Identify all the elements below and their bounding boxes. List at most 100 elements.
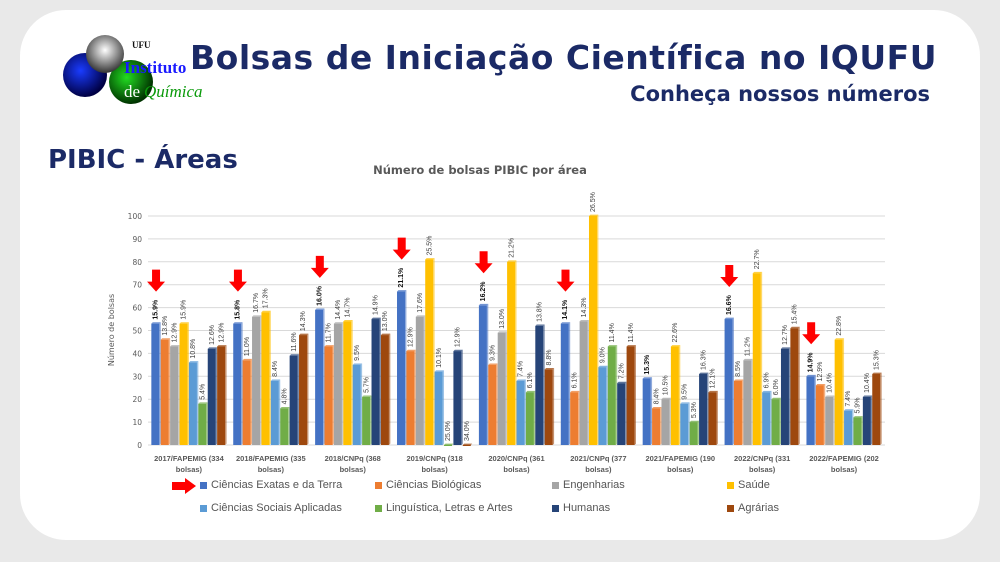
category-label: 2017/FAPEMIG (334 — [154, 454, 224, 463]
bar — [743, 360, 752, 445]
category-label: bolsas) — [749, 465, 776, 474]
data-label: 14.3% — [300, 311, 307, 331]
bar-top — [680, 402, 690, 404]
category-label: 2018/CNPq (368 — [325, 454, 381, 463]
category-label: 2019/CNPq (318 — [406, 454, 462, 463]
bar-side — [433, 258, 435, 445]
data-label: 6.0% — [773, 379, 780, 395]
y-tick-label: 80 — [132, 258, 142, 267]
bar-top — [853, 416, 863, 418]
bar-side — [770, 390, 772, 445]
bar — [699, 374, 708, 445]
slide-card — [20, 10, 980, 540]
category-label: 2021/FAPEMIG (190 — [645, 454, 715, 463]
bar-side — [625, 381, 627, 445]
bar — [299, 335, 308, 445]
bar — [661, 399, 670, 445]
institute-logo: UFU Instituto de Química — [63, 35, 203, 104]
bar-side — [332, 345, 334, 445]
data-label: 9.0% — [600, 347, 607, 363]
bar-top — [516, 379, 526, 381]
bar-top — [270, 379, 281, 381]
bar — [762, 392, 771, 445]
bar-top — [333, 322, 344, 324]
bar — [462, 445, 471, 446]
bar-top — [233, 322, 243, 324]
bar-top — [626, 345, 636, 347]
data-label: 14.1% — [562, 299, 569, 320]
bar — [708, 392, 717, 445]
bar-top — [724, 317, 734, 320]
bar-top — [862, 395, 873, 397]
legend-item: Ciências Exatas e da Terra — [200, 479, 342, 491]
svg-text:de: de — [124, 82, 140, 101]
bar-top — [352, 363, 363, 365]
bar — [872, 374, 881, 445]
y-tick-label: 70 — [132, 281, 142, 290]
bar-side — [307, 333, 309, 445]
data-label: 5.4% — [200, 384, 207, 400]
data-label: 11.4% — [628, 323, 635, 342]
bar — [825, 396, 834, 445]
chart-title: Número de bolsas PIBIC por área — [373, 163, 587, 177]
bar — [544, 369, 553, 445]
bar-side — [250, 358, 253, 445]
data-label: 9.5% — [681, 384, 688, 400]
bar-top — [588, 214, 599, 216]
legend-item: Agrárias — [727, 502, 779, 514]
bar — [233, 323, 242, 445]
svg-text:UFU: UFU — [132, 40, 151, 50]
red-arrow-icon — [392, 237, 411, 260]
data-label: 16.0% — [316, 285, 323, 306]
bar-top — [188, 361, 199, 363]
category-label: bolsas) — [340, 465, 367, 474]
legend-label: Humanas — [563, 502, 611, 514]
data-label: 5.9% — [855, 398, 862, 414]
bar-side — [178, 345, 180, 445]
bar-top — [670, 345, 681, 347]
red-arrow-icon — [228, 269, 247, 292]
y-tick-label: 90 — [132, 235, 142, 244]
bar-side — [423, 315, 426, 445]
bar — [453, 351, 462, 445]
data-label: 15.9% — [153, 299, 160, 320]
bar — [598, 367, 607, 445]
bar-side — [760, 271, 763, 445]
bar-top — [179, 322, 189, 324]
category-label: bolsas) — [585, 465, 612, 474]
bar — [261, 312, 270, 445]
bar — [160, 339, 169, 445]
bar — [642, 378, 651, 445]
bar — [497, 332, 506, 445]
legend-label: Saúde — [738, 479, 770, 491]
data-label: 13.0% — [499, 309, 506, 329]
legend-label: Ciências Sociais Aplicadas — [211, 502, 342, 514]
bar-top — [299, 333, 309, 336]
bar-top — [397, 290, 407, 292]
bar — [834, 339, 843, 445]
data-label: 12.9% — [171, 323, 178, 343]
bar — [488, 364, 497, 445]
bar — [689, 422, 698, 445]
bar-side — [206, 402, 208, 445]
bar — [415, 316, 424, 445]
bar — [198, 403, 207, 445]
bar — [333, 323, 342, 445]
bar — [806, 376, 815, 445]
legend-label: Engenharias — [563, 479, 625, 491]
data-label: 22.8% — [836, 316, 843, 336]
bar-side — [442, 370, 445, 445]
bar — [525, 392, 534, 445]
data-label: 34.0% — [464, 421, 471, 441]
bar-side — [741, 379, 744, 445]
data-label: 16.2% — [480, 281, 487, 302]
bar-side — [678, 345, 681, 445]
bar — [507, 261, 516, 445]
data-label: 6.1% — [527, 372, 534, 388]
data-label: 12.1% — [710, 368, 717, 388]
bar-side — [159, 322, 161, 445]
bar-side — [823, 384, 826, 445]
bar — [397, 291, 406, 445]
bar-top — [453, 349, 463, 352]
bar — [790, 328, 799, 445]
